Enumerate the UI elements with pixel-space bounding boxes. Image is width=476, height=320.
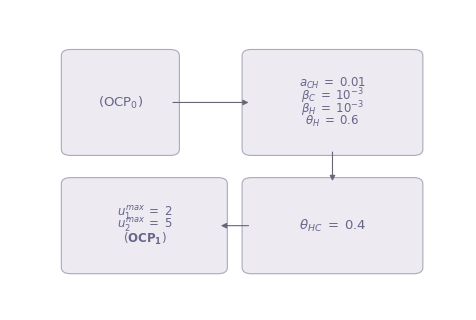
Text: $a_{CH}\;=\;0.01$: $a_{CH}\;=\;0.01$ [299, 76, 366, 91]
Text: $(\mathrm{OCP}_0)$: $(\mathrm{OCP}_0)$ [98, 94, 143, 110]
Text: $u_1^{max}\;=\;2$: $u_1^{max}\;=\;2$ [117, 204, 172, 222]
FancyBboxPatch shape [61, 178, 228, 274]
Text: $\theta_H\;=\;0.6$: $\theta_H\;=\;0.6$ [305, 114, 360, 129]
Text: $\beta_H\;=\;10^{-3}$: $\beta_H\;=\;10^{-3}$ [301, 99, 364, 119]
Text: $\theta_{HC}\;=\;0.4$: $\theta_{HC}\;=\;0.4$ [298, 218, 367, 234]
Text: $\beta_C\;=\;10^{-3}$: $\beta_C\;=\;10^{-3}$ [301, 86, 364, 106]
FancyBboxPatch shape [61, 50, 179, 156]
Text: $u_2^{max}\;=\;5$: $u_2^{max}\;=\;5$ [117, 217, 172, 235]
Text: $(\mathbf{OCP_1})$: $(\mathbf{OCP_1})$ [122, 230, 166, 246]
FancyBboxPatch shape [242, 178, 423, 274]
FancyBboxPatch shape [242, 50, 423, 156]
